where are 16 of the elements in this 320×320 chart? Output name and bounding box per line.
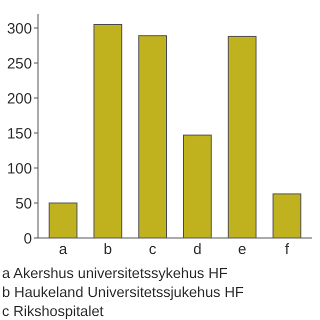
x-tick-label: e	[238, 241, 246, 258]
y-tick-label: 0	[24, 230, 32, 248]
y-tick-label: 100	[6, 160, 32, 178]
text: a Akershus universitetssykehus HF	[2, 266, 228, 282]
y-tick-label: 250	[6, 55, 32, 72]
y-tick-label: 50	[15, 195, 32, 212]
text: c Rikshospitalet	[2, 304, 104, 320]
y-tick-label: 200	[6, 90, 32, 108]
y-tick-label: 150	[6, 125, 32, 142]
x-tick-label: c	[148, 241, 157, 258]
x-tick-label: b	[104, 241, 112, 258]
y-tick-label: 300	[6, 20, 32, 38]
text: b Haukeland Universitetssjukehus HF	[2, 285, 244, 301]
x-tick-label: d	[193, 241, 202, 258]
x-tick-label: f	[284, 241, 290, 258]
x-tick-label: a	[58, 241, 68, 258]
